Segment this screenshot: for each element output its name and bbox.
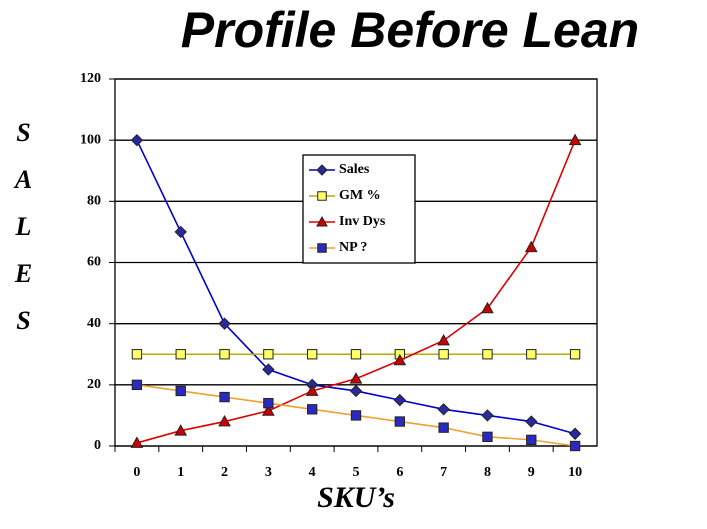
- series: [130, 133, 582, 440]
- legend-label: GM %: [339, 188, 381, 203]
- x-tick-label: 8: [484, 465, 491, 480]
- point: [130, 436, 144, 448]
- point: [219, 391, 230, 403]
- point: [526, 349, 537, 360]
- point: [219, 349, 230, 360]
- point: [175, 349, 186, 360]
- point: [349, 372, 363, 384]
- point: [438, 422, 449, 433]
- series: [131, 349, 581, 360]
- point: [262, 363, 275, 376]
- x-tick-label: 10: [568, 465, 582, 480]
- point: [131, 349, 143, 360]
- point: [350, 349, 362, 360]
- x-tick-label: 3: [265, 465, 272, 480]
- series: [131, 379, 581, 452]
- point: [131, 379, 143, 391]
- point: [524, 240, 538, 253]
- y-tick-label: 100: [80, 132, 101, 147]
- y-tick-label: 20: [87, 377, 101, 392]
- point: [393, 353, 407, 366]
- y-tick-label: 80: [87, 194, 101, 209]
- point: [317, 243, 327, 253]
- point: [175, 385, 186, 397]
- point: [438, 349, 449, 360]
- point: [437, 333, 450, 346]
- legend: Sales GM % Inv Dys NP ?: [302, 154, 416, 264]
- point: [481, 301, 494, 314]
- point: [482, 349, 493, 360]
- x-tick-label: 0: [133, 465, 140, 480]
- point: [307, 349, 318, 360]
- point: [130, 133, 144, 147]
- legend-label: Inv Dys: [339, 214, 386, 229]
- point: [263, 398, 274, 409]
- plot-border: [114, 78, 598, 447]
- point: [568, 133, 582, 146]
- point: [263, 349, 274, 360]
- y-tick-label: 40: [87, 316, 101, 331]
- x-tick-label: 7: [440, 465, 447, 480]
- series: [130, 133, 582, 448]
- point: [174, 225, 187, 239]
- point: [481, 409, 494, 422]
- point: [568, 427, 582, 440]
- point: [482, 431, 493, 442]
- y-axis-label: SALES: [9, 118, 38, 353]
- point: [174, 424, 188, 436]
- point: [525, 415, 538, 428]
- y-tick-label: 120: [80, 71, 101, 86]
- legend-label: Sales: [339, 162, 370, 177]
- x-tick-label: 5: [353, 465, 360, 480]
- point: [218, 317, 231, 330]
- x-tick-label: 6: [396, 465, 403, 480]
- point: [393, 393, 407, 407]
- legend-label: NP ?: [339, 240, 367, 255]
- point: [394, 416, 405, 427]
- point: [437, 403, 450, 416]
- x-tick-label: 9: [528, 465, 535, 480]
- y-tick-label: 60: [87, 255, 101, 270]
- x-axis-label: SKU’s: [317, 481, 395, 514]
- point: [349, 384, 363, 398]
- point: [307, 404, 318, 415]
- point: [526, 434, 537, 446]
- x-tick-label: 4: [309, 465, 316, 480]
- point: [317, 191, 327, 201]
- point: [218, 415, 231, 427]
- x-tick-label: 1: [177, 465, 184, 480]
- y-tick-label: 0: [94, 438, 101, 453]
- point: [350, 410, 362, 421]
- point: [316, 215, 328, 227]
- point: [262, 404, 275, 416]
- chart-title: Profile Before Lean: [181, 2, 639, 58]
- point: [569, 349, 581, 360]
- x-tick-label: 2: [221, 465, 228, 480]
- point: [316, 164, 328, 176]
- point: [569, 440, 581, 452]
- point: [305, 384, 319, 396]
